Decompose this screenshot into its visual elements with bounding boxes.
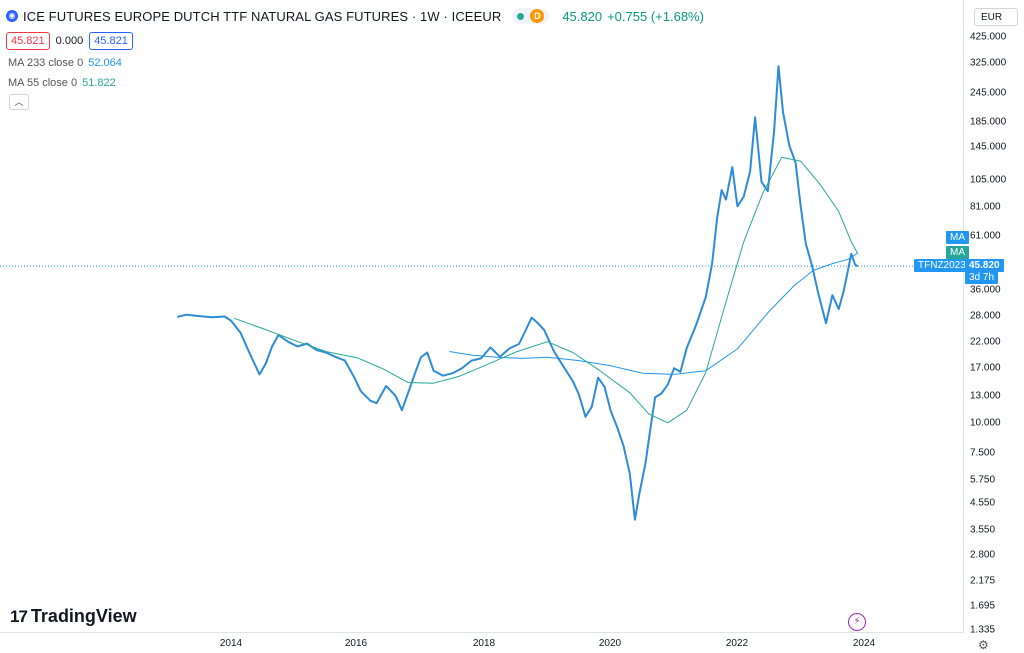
- x-tick-label: 2018: [472, 638, 496, 649]
- y-tick-label: 3.550: [970, 524, 996, 536]
- y-tick-label: 425.000: [970, 31, 1007, 43]
- last-price-axis-tag: 45.820: [965, 259, 1004, 272]
- buy-price-button[interactable]: 45.821: [89, 32, 133, 50]
- indicator-value: 52.064: [88, 57, 122, 69]
- indicator-label: MA 55 close 0: [8, 77, 78, 89]
- indicator-value: 51.822: [82, 77, 116, 89]
- y-tick-label: 2.175: [970, 575, 996, 587]
- chart-pane[interactable]: [0, 0, 964, 633]
- x-tick-label: 2016: [344, 638, 368, 649]
- delayed-badge[interactable]: D: [530, 9, 545, 23]
- market-status-pill[interactable]: D: [512, 8, 550, 24]
- ma55-axis-tag: MA: [946, 246, 969, 259]
- x-tick-label: 2014: [219, 638, 243, 649]
- y-tick-label: 81.000: [970, 201, 1001, 213]
- gear-icon[interactable]: ⚙: [978, 638, 989, 652]
- indicator-legend-ma233[interactable]: MA 233 close 0 52.064: [8, 57, 122, 69]
- y-tick-label: 245.000: [970, 87, 1007, 99]
- ma233-series-line[interactable]: [449, 252, 858, 375]
- currency-select[interactable]: EUR: [974, 8, 1018, 26]
- y-tick-label: 105.000: [970, 174, 1007, 186]
- ma233-axis-tag: MA: [946, 231, 969, 244]
- y-tick-label: 13.000: [970, 390, 1001, 402]
- last-price: 45.820: [562, 8, 603, 24]
- market-open-dot-icon: [517, 12, 525, 20]
- price-series-line[interactable]: [176, 65, 859, 521]
- tv-logo-icon: 17: [10, 606, 28, 626]
- symbol-axis-tag: TFNZ2023: [914, 259, 970, 272]
- chevron-up-icon[interactable]: ︿: [9, 94, 29, 110]
- quote-row: 45.821 0.000 45.821: [6, 32, 133, 50]
- x-tick-label: 2020: [598, 638, 622, 649]
- y-tick-label: 1.335: [970, 624, 996, 636]
- x-tick-label: 2024: [852, 638, 876, 649]
- y-tick-label: 10.000: [970, 417, 1001, 429]
- y-tick-label: 22.000: [970, 336, 1001, 348]
- symbol-title[interactable]: ICE FUTURES EUROPE DUTCH TTF NATURAL GAS…: [23, 8, 502, 24]
- indicator-label: MA 233 close 0: [8, 57, 84, 69]
- price-chart[interactable]: [0, 0, 963, 632]
- symbol-header: ◉ ICE FUTURES EUROPE DUTCH TTF NATURAL G…: [6, 8, 704, 24]
- y-tick-label: 4.550: [970, 497, 996, 509]
- tradingview-logo[interactable]: 17 TradingView: [10, 606, 137, 627]
- y-tick-label: 1.695: [970, 600, 996, 612]
- spread-value: 0.000: [55, 35, 84, 47]
- y-tick-label: 36.000: [970, 284, 1001, 296]
- y-tick-label: 28.000: [970, 310, 1001, 322]
- brand-name: TradingView: [30, 606, 137, 626]
- indicator-legend-ma55[interactable]: MA 55 close 0 51.822: [8, 77, 116, 89]
- bar-countdown: 3d 7h: [965, 271, 999, 284]
- y-tick-label: 325.000: [970, 57, 1007, 69]
- x-tick-label: 2022: [725, 638, 749, 649]
- y-tick-label: 5.750: [970, 474, 996, 486]
- y-tick-label: 7.500: [970, 447, 996, 459]
- sell-price-button[interactable]: 45.821: [6, 32, 50, 50]
- y-tick-label: 17.000: [970, 362, 1001, 374]
- globe-icon: ◉: [6, 10, 18, 22]
- y-tick-label: 185.000: [970, 116, 1007, 128]
- price-change: +0.755 (+1.68%): [607, 8, 704, 24]
- y-tick-label: 61.000: [970, 230, 1001, 242]
- y-tick-label: 145.000: [970, 141, 1007, 153]
- currency-label: EUR: [981, 12, 1003, 23]
- lightning-icon[interactable]: ⚡: [848, 613, 866, 631]
- ma55-series-line[interactable]: [234, 156, 859, 424]
- y-tick-label: 2.800: [970, 549, 996, 561]
